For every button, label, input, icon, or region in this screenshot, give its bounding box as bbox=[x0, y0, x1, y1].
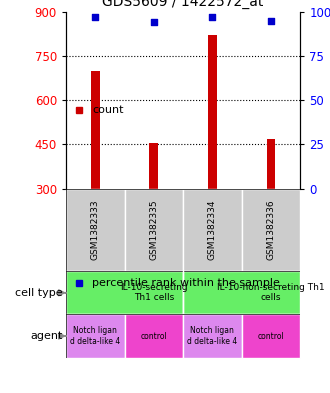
Bar bbox=[66, 314, 124, 358]
Bar bbox=[183, 314, 242, 358]
Point bbox=[210, 14, 215, 20]
Point bbox=[268, 17, 274, 24]
Text: control: control bbox=[258, 332, 284, 340]
Text: control: control bbox=[141, 332, 167, 340]
Point bbox=[93, 14, 98, 20]
Bar bbox=[124, 314, 183, 358]
Text: IL-10-non-secreting Th1
cells: IL-10-non-secreting Th1 cells bbox=[217, 283, 325, 303]
Text: agent: agent bbox=[30, 331, 63, 341]
Bar bbox=[149, 143, 158, 189]
Bar bbox=[208, 35, 217, 189]
Text: GSM1382336: GSM1382336 bbox=[267, 200, 276, 260]
Bar bbox=[124, 189, 183, 271]
Text: count: count bbox=[92, 105, 124, 115]
Text: GSM1382333: GSM1382333 bbox=[91, 200, 100, 260]
Bar bbox=[267, 138, 276, 189]
Bar bbox=[66, 189, 124, 271]
Bar bbox=[183, 189, 242, 271]
Bar bbox=[183, 271, 300, 314]
Text: GSM1382335: GSM1382335 bbox=[149, 200, 158, 260]
Bar bbox=[66, 271, 183, 314]
Text: GSM1382334: GSM1382334 bbox=[208, 200, 217, 260]
Bar bbox=[242, 314, 300, 358]
Point bbox=[151, 19, 156, 26]
Text: IL-10-secreting
Th1 cells: IL-10-secreting Th1 cells bbox=[120, 283, 188, 303]
Text: Notch ligan
d delta-like 4: Notch ligan d delta-like 4 bbox=[187, 326, 238, 346]
Bar bbox=[242, 189, 300, 271]
Text: cell type: cell type bbox=[15, 288, 63, 298]
Text: Notch ligan
d delta-like 4: Notch ligan d delta-like 4 bbox=[70, 326, 120, 346]
Title: GDS5609 / 1422572_at: GDS5609 / 1422572_at bbox=[102, 0, 264, 9]
Bar bbox=[91, 71, 100, 189]
Text: percentile rank within the sample: percentile rank within the sample bbox=[92, 278, 280, 288]
